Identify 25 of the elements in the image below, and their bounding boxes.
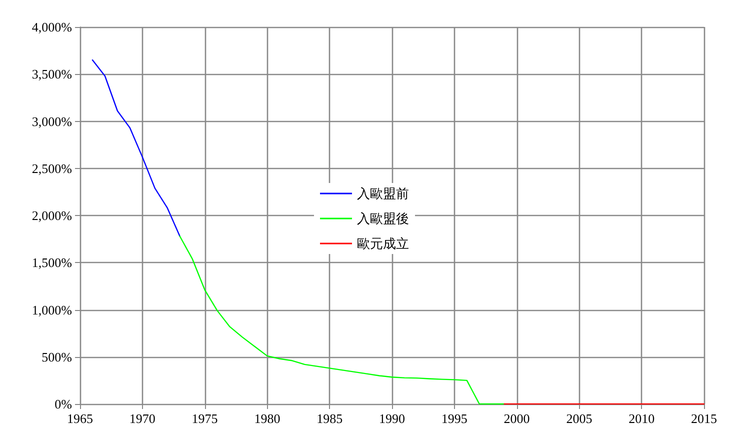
y-tick-label: 1,500%	[32, 255, 72, 270]
x-tick-label: 2005	[566, 411, 592, 426]
legend-label: 入歐盟後	[357, 211, 409, 226]
x-tick-label: 2010	[628, 411, 655, 426]
y-tick-label: 0%	[54, 396, 72, 412]
line-series	[179, 236, 505, 405]
y-tick-label: 4,000%	[32, 20, 72, 34]
line-series	[92, 59, 180, 237]
y-tick-label: 3,500%	[32, 66, 72, 82]
x-tick-label: 1975	[192, 411, 218, 426]
y-tick-label: 2,000%	[32, 208, 72, 223]
y-tick-label: 500%	[42, 349, 72, 364]
x-tick-label: 1995	[441, 411, 468, 426]
x-tick-label: 2000	[504, 411, 530, 426]
x-tick-label: 2015	[691, 411, 717, 426]
x-tick-label: 1985	[316, 411, 343, 426]
x-tick-label: 1980	[254, 411, 280, 426]
y-tick-label: 2,500%	[32, 160, 72, 176]
x-tick-label: 1965	[67, 411, 93, 426]
y-tick-label: 3,000%	[32, 114, 72, 129]
legend-label: 歐元成立	[357, 236, 409, 251]
x-tick-label: 1970	[129, 411, 156, 426]
y-tick-label: 1,000%	[32, 302, 72, 318]
legend-label: 入歐盟前	[357, 186, 409, 201]
x-tick-label: 1990	[379, 411, 405, 426]
